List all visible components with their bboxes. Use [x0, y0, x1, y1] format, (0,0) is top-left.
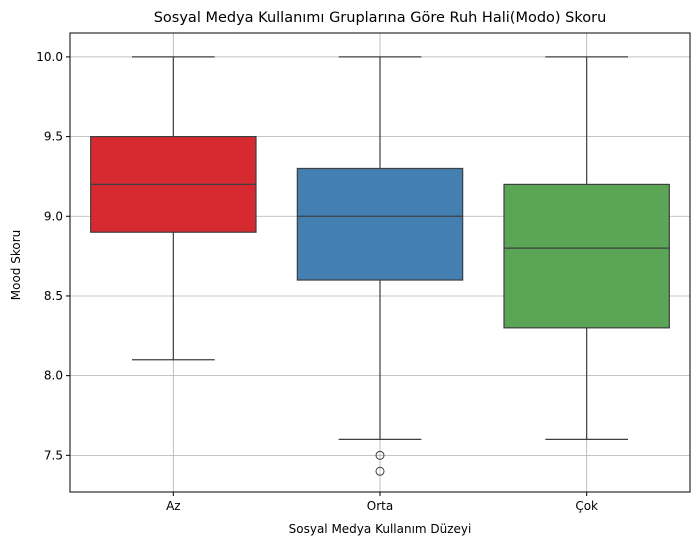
chart-title: Sosyal Medya Kullanımı Gruplarına Göre R… — [154, 10, 607, 26]
y-tick-label: 9.0 — [44, 209, 63, 223]
y-tick-label: 10.0 — [36, 50, 63, 64]
outlier-point — [375, 450, 385, 460]
y-axis-label: Mood Skoru — [9, 230, 23, 301]
y-tick-label: 8.5 — [44, 289, 63, 303]
y-tick-label: 9.5 — [44, 130, 63, 144]
x-tick-label-Orta: Orta — [367, 499, 393, 513]
y-tick-label: 7.5 — [44, 448, 63, 462]
box-Orta — [296, 167, 464, 281]
plot-area: 7.5 8.0 8.5 9.0 9.5 10.0 Az Orta Çok — [36, 32, 691, 513]
x-tick-label-Çok: Çok — [575, 499, 598, 513]
x-tick-label-Az: Az — [166, 499, 181, 513]
x-axis-label: Sosyal Medya Kullanım Düzeyi — [289, 522, 472, 536]
y-tick-label: 8.0 — [44, 369, 63, 383]
outlier-point — [375, 466, 385, 476]
box-Çok — [503, 183, 670, 329]
